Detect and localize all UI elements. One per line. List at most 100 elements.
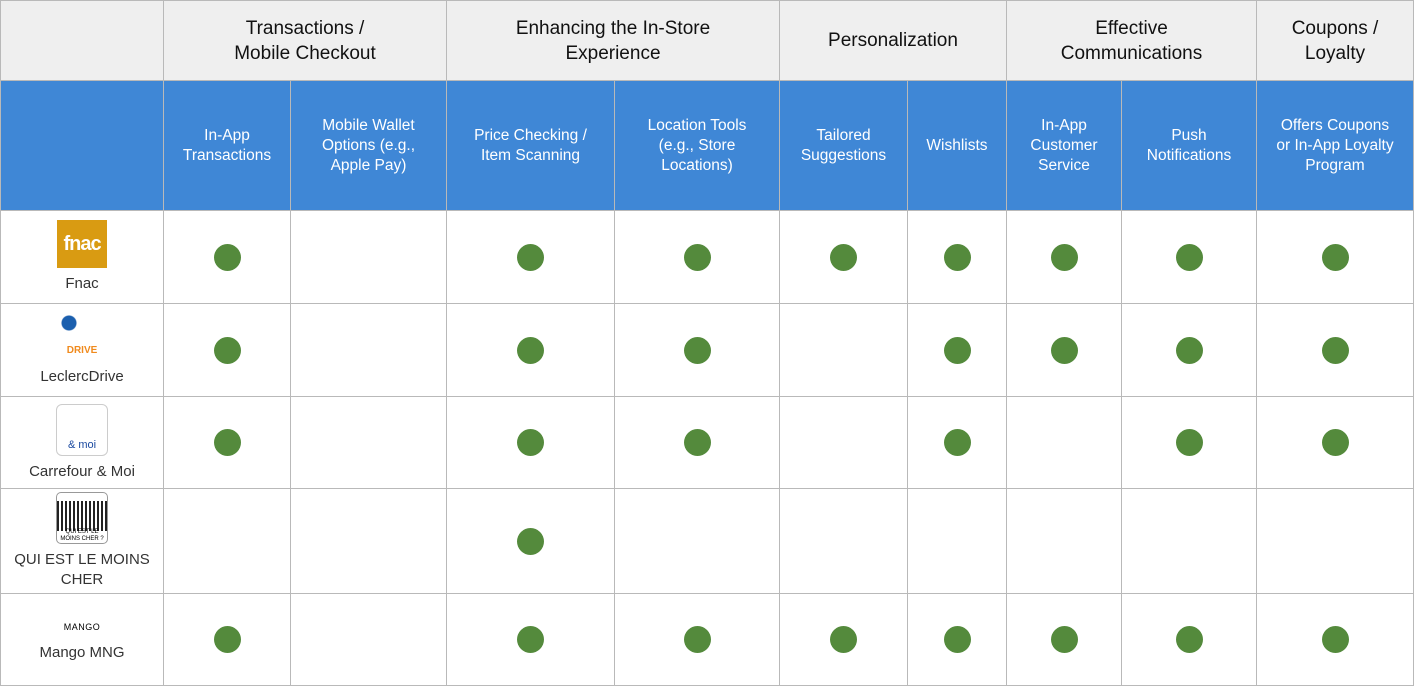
app-name: Mango MNG — [39, 643, 125, 661]
feature-cell — [1257, 397, 1414, 489]
feature-cell — [291, 489, 447, 594]
feature-cell — [1007, 397, 1122, 489]
app-name: LeclercDrive — [40, 368, 124, 385]
check-dot — [517, 336, 544, 364]
feature-cell — [291, 211, 447, 304]
column-header: Offers Coupons or In-App Loyalty Program — [1257, 81, 1414, 211]
check-dot — [943, 336, 971, 364]
check-dot — [213, 243, 241, 271]
corner-cell — [0, 0, 164, 81]
feature-cell — [1122, 211, 1257, 304]
column-header: Tailored Suggestions — [780, 81, 908, 211]
column-header: In-App Transactions — [164, 81, 291, 211]
feature-cell — [1007, 211, 1122, 304]
feature-cell — [447, 211, 615, 304]
feature-cell — [164, 594, 291, 686]
group-header: Coupons / Loyalty — [1257, 0, 1414, 81]
feature-cell — [780, 397, 908, 489]
feature-cell — [908, 304, 1007, 397]
feature-cell — [1257, 594, 1414, 686]
app-name: Fnac — [65, 275, 99, 292]
feature-cell — [164, 211, 291, 304]
app-cell: DRIVE LeclercDrive — [0, 304, 164, 397]
check-dot — [943, 243, 971, 271]
column-header: In-App Customer Service — [1007, 81, 1122, 211]
check-dot — [683, 626, 711, 653]
feature-cell — [908, 397, 1007, 489]
feature-cell — [164, 489, 291, 594]
feature-cell — [447, 304, 615, 397]
check-dot — [213, 429, 241, 456]
check-dot — [943, 429, 971, 456]
feature-cell — [1122, 397, 1257, 489]
check-dot — [1050, 243, 1078, 271]
app-logo: fnac — [57, 220, 107, 268]
app-name: Carrefour & Moi — [29, 462, 135, 480]
column-header: Push Notifications — [1122, 81, 1257, 211]
column-header: Wishlists — [908, 81, 1007, 211]
app-cell: QUI EST LE MOINS CHER ? QUI EST LE MOINS … — [0, 489, 164, 594]
feature-cell — [1257, 304, 1414, 397]
feature-cell — [615, 489, 780, 594]
feature-cell — [780, 304, 908, 397]
check-dot — [1050, 336, 1078, 364]
app-name: QUI EST LE MOINS CHER — [14, 551, 150, 588]
check-dot — [830, 626, 857, 653]
check-dot — [517, 527, 544, 555]
check-dot — [213, 626, 241, 653]
app-logo: DRIVE — [57, 313, 107, 361]
feature-cell — [1122, 594, 1257, 686]
check-dot — [1175, 243, 1203, 271]
app-cell: MANGO Mango MNG — [0, 594, 164, 686]
feature-cell — [447, 594, 615, 686]
app-logo: QUI EST LE MOINS CHER ? — [56, 492, 108, 544]
feature-cell — [908, 211, 1007, 304]
app-logo: MANGO — [63, 621, 101, 632]
corner-sub-cell — [0, 81, 164, 211]
feature-cell — [908, 594, 1007, 686]
group-header: Effective Communications — [1007, 0, 1257, 81]
feature-cell — [780, 594, 908, 686]
feature-cell — [164, 397, 291, 489]
feature-cell — [780, 489, 908, 594]
feature-cell — [780, 211, 908, 304]
column-header: Mobile Wallet Options (e.g., Apple Pay) — [291, 81, 447, 211]
check-dot — [213, 336, 241, 364]
check-dot — [1321, 243, 1349, 271]
check-dot — [517, 626, 544, 653]
feature-cell — [1007, 594, 1122, 686]
feature-cell — [1122, 304, 1257, 397]
feature-cell — [291, 594, 447, 686]
check-dot — [1175, 336, 1203, 364]
check-dot — [683, 429, 711, 456]
check-dot — [683, 243, 711, 271]
check-dot — [1321, 336, 1349, 364]
app-logo: & moi — [56, 403, 108, 456]
feature-cell — [447, 489, 615, 594]
check-dot — [943, 626, 971, 653]
check-dot — [1321, 429, 1349, 456]
feature-cell — [908, 489, 1007, 594]
feature-cell — [164, 304, 291, 397]
check-dot — [1175, 429, 1203, 456]
check-dot — [1050, 626, 1078, 653]
group-header: Personalization — [780, 0, 1007, 81]
column-header: Location Tools (e.g., Store Locations) — [615, 81, 780, 211]
group-header: Transactions / Mobile Checkout — [164, 0, 447, 81]
feature-cell — [615, 304, 780, 397]
feature-cell — [615, 397, 780, 489]
feature-cell — [1257, 489, 1414, 594]
check-dot — [517, 243, 544, 271]
check-dot — [1321, 626, 1349, 653]
check-dot — [830, 243, 857, 271]
group-header: Enhancing the In-Store Experience — [447, 0, 780, 81]
feature-cell — [615, 594, 780, 686]
feature-cell — [1007, 489, 1122, 594]
feature-cell — [615, 211, 780, 304]
feature-cell — [1122, 489, 1257, 594]
app-cell: & moi Carrefour & Moi — [0, 397, 164, 489]
feature-cell — [1007, 304, 1122, 397]
feature-cell — [447, 397, 615, 489]
feature-cell — [1257, 211, 1414, 304]
check-dot — [683, 336, 711, 364]
